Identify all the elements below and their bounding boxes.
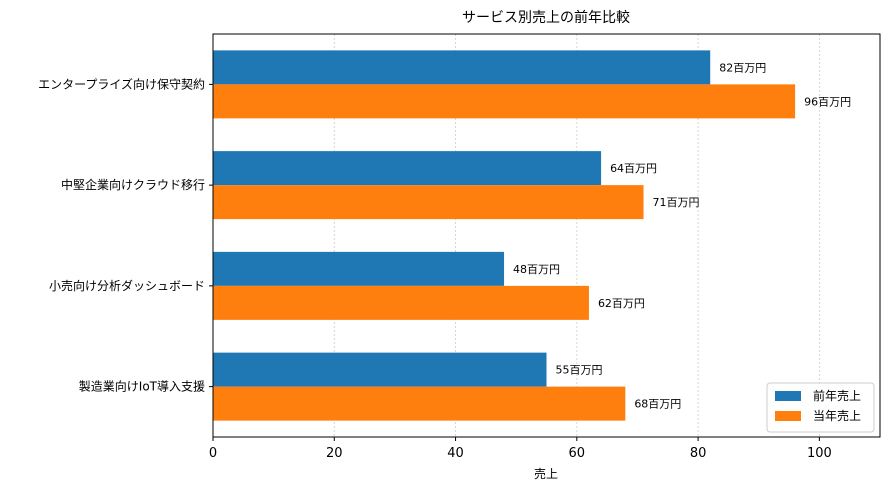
- y-tick-label: エンタープライズ向け保守契約: [38, 76, 205, 91]
- x-tick-label: 60: [569, 446, 586, 461]
- bar-value-label: 64百万円: [610, 162, 657, 175]
- bar-series0-1: [213, 151, 602, 186]
- bar-series0-3: [213, 352, 547, 387]
- x-tick-label: 80: [690, 446, 707, 461]
- legend-label: 当年売上: [813, 408, 861, 423]
- legend-swatch: [775, 411, 801, 421]
- bar-series0-0: [213, 50, 711, 85]
- y-tick-label: 小売向け分析ダッシュボード: [49, 278, 205, 293]
- bar-value-label: 55百万円: [556, 364, 603, 377]
- y-tick-label: 製造業向けIoT導入支援: [79, 379, 205, 394]
- bar-value-label: 68百万円: [634, 398, 681, 411]
- bar-value-label: 48百万円: [513, 263, 560, 276]
- bar-value-label: 62百万円: [598, 297, 645, 310]
- bars-group: [213, 50, 796, 421]
- legend-label: 前年売上: [813, 388, 861, 403]
- bar-series1-2: [213, 285, 589, 320]
- bar-series0-2: [213, 251, 505, 286]
- x-tick-label: 40: [447, 446, 464, 461]
- bar-series1-1: [213, 185, 644, 220]
- x-axis-ticks: 0 20 40 60 80 100: [209, 437, 832, 461]
- x-tick-label: 100: [807, 446, 832, 461]
- legend-swatch: [775, 391, 801, 401]
- bar-labels-group: 82百万円 96百万円 64百万円 71百万円 48百万円 62百万円 55百万円 68百万円: [513, 61, 851, 410]
- y-tick-label: 中堅企業向けクラウド移行: [61, 177, 205, 192]
- bar-value-label: 96百万円: [804, 95, 851, 108]
- chart-title: サービス別売上の前年比較: [462, 9, 630, 26]
- bar-value-label: 82百万円: [719, 61, 766, 74]
- y-axis-ticks: エンタープライズ向け保守契約中堅企業向けクラウド移行小売向け分析ダッシュボード製…: [38, 76, 213, 394]
- x-tick-label: 0: [209, 446, 217, 461]
- x-axis-label: 売上: [534, 466, 558, 481]
- bar-series1-3: [213, 386, 626, 421]
- x-tick-label: 20: [326, 446, 343, 461]
- plot-frame: [212, 33, 881, 438]
- bar-value-label: 71百万円: [653, 196, 700, 209]
- bar-series1-0: [213, 84, 796, 119]
